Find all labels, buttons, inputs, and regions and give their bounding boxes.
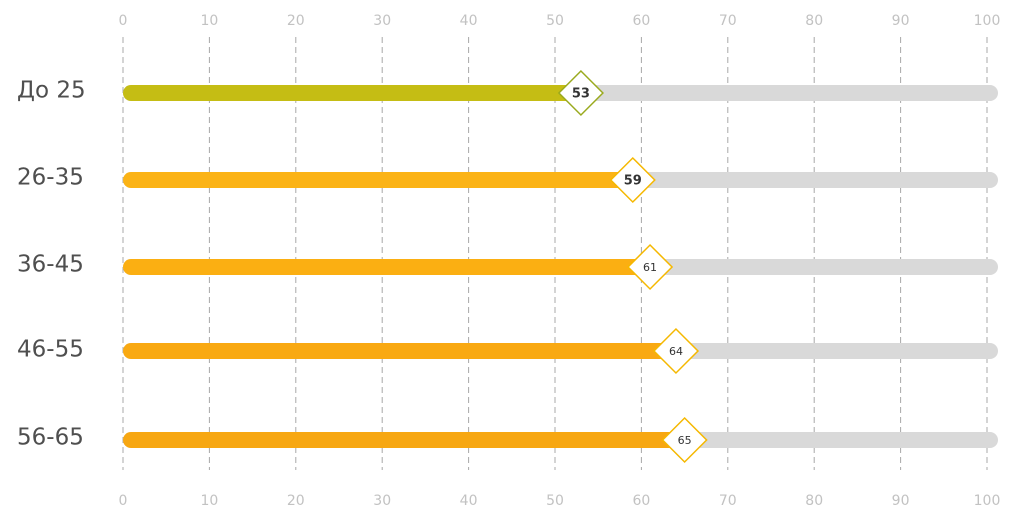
x-tick-label-bottom-40: 40 (460, 493, 478, 509)
value-marker-4 (652, 327, 700, 375)
value-marker-5 (661, 416, 708, 464)
category-label-5: 56-65 (17, 425, 84, 451)
category-label-1: До 25 (17, 78, 86, 104)
x-tick-label-bottom-80: 80 (805, 493, 823, 509)
x-tick-label-top-100: 100 (974, 13, 1001, 29)
x-tick-label-bottom-20: 20 (287, 493, 305, 509)
category-label-4: 46-55 (17, 337, 84, 363)
x-tick-label-top-80: 80 (805, 13, 823, 29)
value-label-2: 59 (624, 174, 642, 189)
x-tick-label-top-70: 70 (719, 13, 737, 29)
x-tick-label-top-20: 20 (287, 13, 305, 29)
x-tick-label-top-90: 90 (892, 13, 910, 29)
x-tick-label-top-10: 10 (200, 13, 218, 29)
x-tick-label-bottom-70: 70 (719, 493, 737, 509)
value-label-4: 64 (669, 345, 683, 358)
grid-layer (122, 37, 988, 470)
category-label-3: 36-45 (17, 252, 84, 278)
value-marker-1 (557, 69, 604, 117)
x-tick-label-top-0: 0 (119, 13, 128, 29)
x-tick-label-bottom-10: 10 (200, 493, 218, 509)
x-tick-label-bottom-100: 100 (974, 493, 1001, 509)
value-label-1: 53 (572, 87, 590, 102)
value-marker-2 (609, 156, 656, 204)
category-labels: До 25 26-35 36-45 46-55 56-65 (17, 78, 86, 451)
x-tick-label-top-60: 60 (632, 13, 650, 29)
x-tick-label-bottom-30: 30 (373, 493, 391, 509)
value-label-3: 61 (643, 261, 657, 274)
x-tick-label-top-30: 30 (373, 13, 391, 29)
x-tick-label-bottom-0: 0 (119, 493, 128, 509)
x-tick-label-top-50: 50 (546, 13, 564, 29)
tick-labels: 0 0 10 10 20 20 30 30 40 40 50 50 60 60 70 70 80 80 90 90 10… (119, 13, 1001, 509)
value-marker-3 (626, 243, 674, 291)
bars: 53 59 61 64 65 (123, 69, 998, 464)
category-label-2: 26-35 (17, 165, 84, 191)
x-tick-label-bottom-50: 50 (546, 493, 564, 509)
value-label-5: 65 (678, 434, 692, 447)
x-tick-label-bottom-90: 90 (892, 493, 910, 509)
x-tick-label-top-40: 40 (460, 13, 478, 29)
x-tick-label-bottom-60: 60 (632, 493, 650, 509)
